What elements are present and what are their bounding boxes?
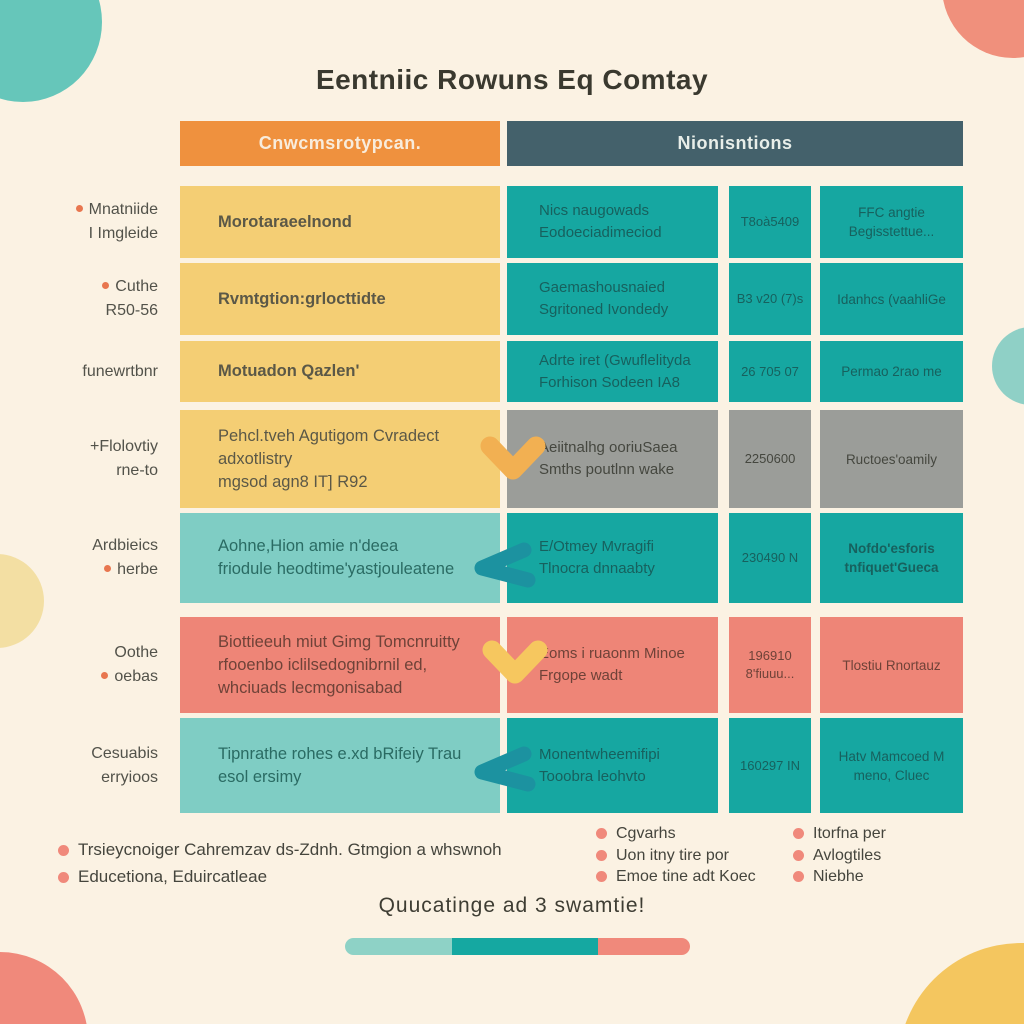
progress-segment-coral <box>598 938 690 955</box>
description-cell: Monentwheemifipi Tooobra leohvto <box>507 718 718 813</box>
decor-circle-bottom-right-icon <box>898 943 1024 1024</box>
legend-bullet-icon <box>596 849 607 861</box>
header-values-column: Nionisntions <box>507 121 963 166</box>
legend-item: Trsieycnoiger Cahremzav ds-Zdnh. Gtmgion… <box>58 836 502 863</box>
value-cell: 230490 N <box>729 513 811 603</box>
left-arrow-icon <box>474 542 536 588</box>
legend-bullet-icon <box>793 828 804 839</box>
progress-segment-lightteal <box>345 938 452 955</box>
bottom-caption: Quucatinge ad 3 swamtie! <box>378 894 646 917</box>
bullet-icon <box>102 282 110 289</box>
left-arrow-icon <box>474 746 536 792</box>
legend-bullet-icon <box>793 871 804 882</box>
table-row: Mnatniide I Imgleide Morotaraeelnond Nic… <box>0 186 1024 258</box>
category-cell: Biottieeuh miut Gimg Tomcnruitty rfooenbo… <box>180 617 500 713</box>
row-label: Cesuabis erryioos <box>91 744 158 786</box>
progress-segment-teal <box>452 938 598 955</box>
legend-bullet-icon <box>793 849 804 861</box>
category-cell: Rvmtgtion:grlocttidte <box>180 263 500 335</box>
bullet-icon <box>75 205 83 212</box>
category-cell: Pehcl.tveh Agutigom Cvradect adxotlistry m… <box>180 410 500 508</box>
row-label: Oothe oebas <box>0 617 158 713</box>
row-label: Mnatniide I Imgleide <box>0 186 158 258</box>
legend-bullet-icon <box>596 871 607 882</box>
value-cell: 2250600 <box>729 410 811 508</box>
description-cell: Nics naugowads Eodoeciadimeciod <box>507 186 718 258</box>
value-cell: 160297 IN <box>729 718 811 813</box>
bullet-icon <box>104 565 112 572</box>
description-cell: Gaemashousnaied Sgritoned Ivondedy <box>507 263 718 335</box>
note-cell: Permao 2rao me <box>820 341 963 402</box>
down-chevron-icon <box>482 640 548 684</box>
note-cell: Ructoes'oamily <box>820 410 963 508</box>
table-row: +Flolovtiy rne-to Pehcl.tveh Agutigom Cv… <box>0 410 1024 508</box>
note-cell: FFC angtie Begisstettue... <box>820 186 963 258</box>
page-title: Eentniic Rowuns Eq Comtay <box>315 64 709 95</box>
value-cell: T8oà5409 <box>729 186 811 258</box>
value-cell: 196910 8'fiuuu... <box>729 617 811 713</box>
category-cell: Motuadon Qazlen' <box>180 341 500 402</box>
legend-item: Avlogtiles <box>793 845 886 867</box>
legend-bullet-icon <box>58 872 69 883</box>
row-label: +Flolovtiy rne-to <box>89 438 158 479</box>
row-label: funewrtbnr <box>82 362 158 380</box>
value-cell: B3 v20 (7)s <box>729 263 811 335</box>
bullet-icon <box>101 672 109 679</box>
category-cell: Tipnrathe rohes e.xd bRifeiy Trau esol er… <box>180 718 500 813</box>
description-cell: E/Otmey Mvragifi Tlnocra dnnaabty <box>507 513 718 603</box>
category-cell: Aohne,Hion amie n'deea friodule heodtime'… <box>180 513 500 603</box>
table-row: Cuthe R50-56 Rvmtgtion:grlocttidte Gaema… <box>0 263 1024 335</box>
decor-circle-top-right-icon <box>942 0 1024 58</box>
description-cell: Aeiitnalhg ooriuSaea Smths poutlnn wake <box>507 410 718 508</box>
note-cell: Tlostiu Rnortauz <box>820 617 963 713</box>
table-row: Cesuabis erryioos Tipnrathe rohes e.xd b… <box>0 718 1024 813</box>
table-row: funewrtbnr Motuadon Qazlen' Adrte iret (… <box>0 341 1024 402</box>
row-label: Ardbieics herbe <box>92 537 158 578</box>
legend-item: Educetiona, Eduircatleae <box>58 863 502 890</box>
legend-left: Trsieycnoiger Cahremzav ds-Zdnh. Gtmgion… <box>58 836 502 890</box>
legend-right: Itorfna per Avlogtiles Niebhe <box>793 823 886 888</box>
description-cell: Adrte iret (Gwuflelityda Forhison Sodeen … <box>507 341 718 402</box>
category-cell: Morotaraeelnond <box>180 186 500 258</box>
legend-bullet-icon <box>58 845 69 856</box>
legend-bullet-icon <box>596 828 607 839</box>
table-row: Oothe oebas Biottieeuh miut Gimg Tomcnru… <box>0 617 1024 713</box>
down-chevron-icon <box>480 436 546 480</box>
decor-circle-bottom-left-icon <box>0 952 88 1024</box>
legend-item: Itorfna per <box>793 823 886 845</box>
progress-bar <box>345 938 690 955</box>
description-cell: Eoms i ruaonm Minoe Frgope wadt <box>507 617 718 713</box>
note-cell: Idanhcs (vaahliGe <box>820 263 963 335</box>
table-row: Ardbieics herbe Aohne,Hion amie n'deea fr… <box>0 513 1024 603</box>
legend-item: Uon itny tire por <box>596 845 756 867</box>
row-label: Cuthe R50-56 <box>0 263 158 335</box>
legend-item: Niebhe <box>793 866 886 888</box>
legend-middle: Cgvarhs Uon itny tire por Emoe tine adt … <box>596 823 756 888</box>
header-category-column: Cnwcmsrotypcan. <box>180 121 500 166</box>
value-cell: 26 705 07 <box>729 341 811 402</box>
legend-item: Cgvarhs <box>596 823 756 845</box>
legend-item: Emoe tine adt Koec <box>596 866 756 888</box>
note-cell: Nofdo'esforis tnfiquet'Gueca <box>820 513 963 603</box>
